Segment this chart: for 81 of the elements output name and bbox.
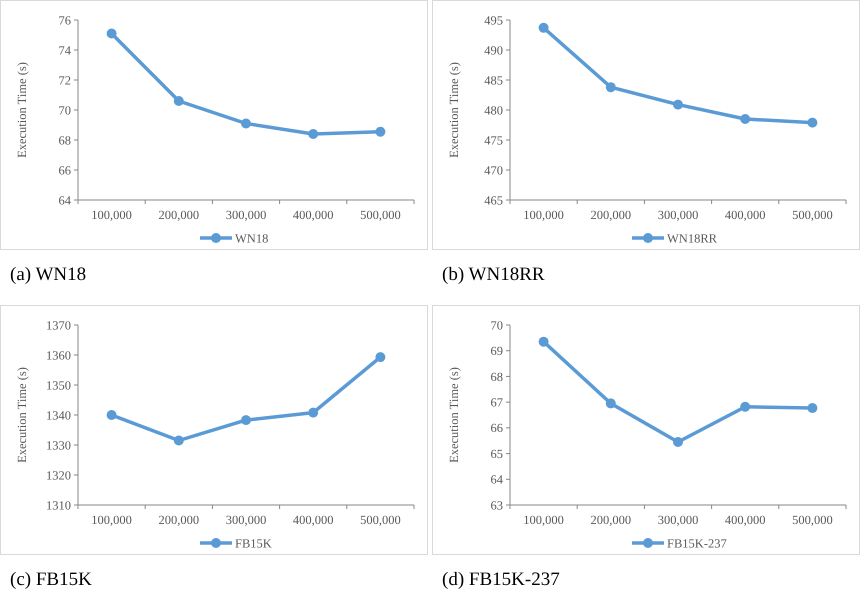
point xyxy=(106,410,117,420)
y-axis-title: Execution Time (s) xyxy=(15,62,29,158)
point xyxy=(375,126,386,137)
y-tick-label: 1350 xyxy=(46,378,71,392)
point xyxy=(241,118,251,128)
y-tick-label: 70 xyxy=(58,103,71,118)
y-tick-label: 74 xyxy=(58,43,72,58)
y-tick-label: 63 xyxy=(490,498,503,512)
x-tick-label: 400,000 xyxy=(292,208,334,222)
y-tick-label: 66 xyxy=(58,163,71,178)
legend-label: FB15K xyxy=(235,536,272,550)
point xyxy=(740,402,750,412)
y-tick-label: 67 xyxy=(490,396,503,410)
y-tick-label: 470 xyxy=(484,163,503,178)
x-tick-label: 500,000 xyxy=(360,208,401,222)
x-tick-label: 400,000 xyxy=(724,208,766,222)
y-tick-label: 480 xyxy=(484,103,503,118)
y-axis-title: Execution Time (s) xyxy=(447,367,461,463)
point xyxy=(538,22,549,33)
point xyxy=(807,118,818,128)
y-tick-label: 68 xyxy=(490,370,503,384)
y-axis-title: Execution Time (s) xyxy=(15,367,29,463)
point xyxy=(375,352,386,362)
x-tick-label: 500,000 xyxy=(792,513,833,527)
x-tick-label: 400,000 xyxy=(724,513,766,527)
point xyxy=(807,403,818,414)
x-tick-label: 200,000 xyxy=(590,208,632,222)
y-tick-label: 1340 xyxy=(46,408,71,422)
y-tick-label: 64 xyxy=(490,472,504,487)
y-tick-label: 65 xyxy=(490,446,503,461)
y-tick-label: 66 xyxy=(490,421,503,436)
text: (b) WN18RR xyxy=(442,264,545,285)
x-tick-label: 400,000 xyxy=(292,513,334,527)
point xyxy=(308,408,318,418)
text: (a) WN18 xyxy=(10,264,86,285)
point xyxy=(174,96,184,106)
point xyxy=(673,100,683,110)
text: (c) FB15K xyxy=(10,569,92,590)
x-tick-label: 300,000 xyxy=(658,513,698,527)
y-tick-label: 1330 xyxy=(46,438,71,452)
y-tick-label: 1360 xyxy=(46,348,71,362)
point xyxy=(606,398,616,408)
y-tick-label: 70 xyxy=(490,318,503,332)
x-tick-label: 200,000 xyxy=(590,513,632,527)
y-tick-label: 495 xyxy=(484,13,503,28)
x-tick-label: 100,000 xyxy=(523,208,564,222)
y-axis-title: Execution Time (s) xyxy=(447,62,461,158)
x-tick-label: 500,000 xyxy=(360,513,401,527)
y-tick-label: 69 xyxy=(490,344,503,358)
x-tick-label: 200,000 xyxy=(158,208,200,222)
point xyxy=(106,28,117,38)
x-tick-label: 300,000 xyxy=(226,208,266,222)
y-tick-label: 1370 xyxy=(46,318,71,332)
y-tick-label: 475 xyxy=(484,133,503,148)
y-tick-label: 490 xyxy=(484,43,503,58)
point xyxy=(538,336,549,347)
y-tick-label: 72 xyxy=(58,73,71,88)
x-tick-label: 300,000 xyxy=(226,513,266,527)
x-tick-label: 100,000 xyxy=(91,513,132,527)
y-tick-label: 485 xyxy=(484,73,503,88)
point xyxy=(174,436,184,446)
text: (d) FB15K-237 xyxy=(442,569,560,590)
x-tick-label: 300,000 xyxy=(658,208,698,222)
y-tick-label: 68 xyxy=(58,133,71,148)
x-tick-label: 200,000 xyxy=(158,513,200,527)
point xyxy=(308,129,318,139)
y-tick-label: 64 xyxy=(58,193,72,208)
y-tick-label: 76 xyxy=(58,13,71,28)
x-tick-label: 100,000 xyxy=(91,208,132,222)
legend-label: FB15K-237 xyxy=(667,536,727,550)
x-tick-label: 500,000 xyxy=(792,208,833,222)
point xyxy=(673,437,683,447)
y-tick-label: 1310 xyxy=(46,498,71,512)
legend-label: WN18 xyxy=(235,231,268,246)
y-tick-label: 465 xyxy=(484,193,503,208)
y-tick-label: 1320 xyxy=(46,468,71,482)
point xyxy=(740,114,750,124)
x-tick-label: 100,000 xyxy=(523,513,564,527)
legend-label: WN18RR xyxy=(667,231,718,246)
point xyxy=(241,415,251,426)
point xyxy=(606,82,616,92)
